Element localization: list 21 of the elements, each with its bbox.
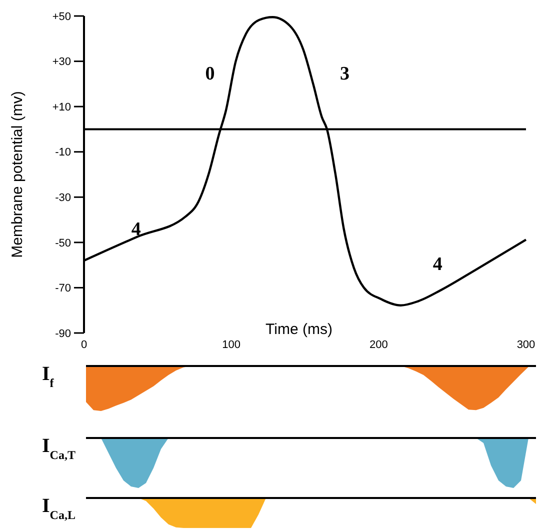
- y-tick-label: -70: [55, 282, 71, 295]
- annotation: 4: [432, 254, 443, 275]
- y-tick-label: -30: [55, 192, 71, 204]
- y-tick-label: +10: [52, 101, 71, 114]
- y-tick-label: -50: [55, 237, 71, 250]
- x-tick-label: 200: [369, 339, 388, 351]
- x-tick-label: 0: [80, 339, 88, 351]
- x-tick-label: 100: [222, 339, 241, 351]
- x-axis-title: Time (ms): [266, 321, 332, 338]
- y-axis-title: Membrane potential (mv): [9, 91, 26, 258]
- y-tick-label: +50: [52, 10, 71, 23]
- chart-title: I$_{f}$: [42, 363, 55, 390]
- annotation: 4: [131, 219, 142, 240]
- y-tick-label: -90: [55, 328, 71, 340]
- y-tick-label: +30: [52, 56, 71, 68]
- annotation: 0: [205, 64, 215, 85]
- x-tick-label: 300: [516, 339, 536, 351]
- y-tick-label: -10: [55, 146, 71, 159]
- annotation: 3: [340, 64, 350, 85]
- chart-title: I$_{Ca,T}$: [42, 435, 76, 462]
- chart-title: I$_{Ca,L}$: [42, 495, 76, 522]
